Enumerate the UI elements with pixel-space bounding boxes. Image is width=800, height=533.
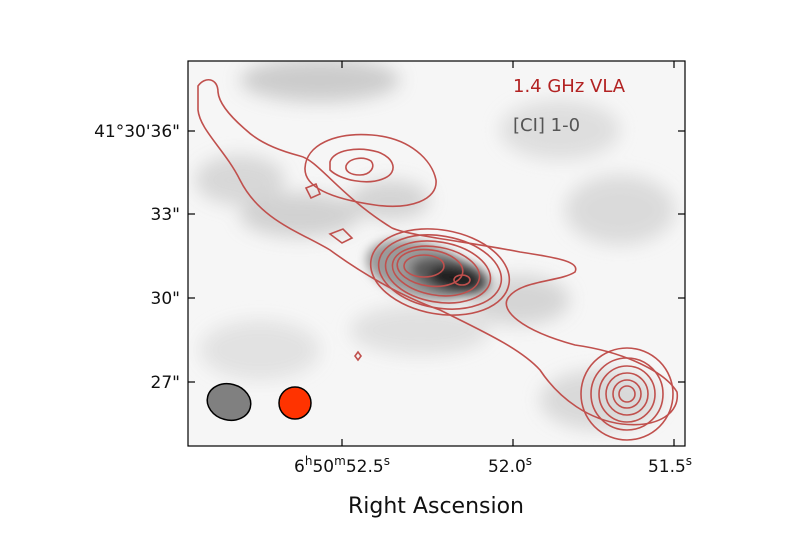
x-axis-label: Right Ascension bbox=[348, 494, 524, 519]
legend-vla: 1.4 GHz VLA bbox=[513, 76, 626, 97]
plot-frame bbox=[187, 60, 686, 447]
contour-south-3 bbox=[598, 365, 656, 423]
contour-north-3 bbox=[345, 157, 374, 176]
contour-core-2 bbox=[377, 234, 503, 310]
contour-island-2 bbox=[328, 228, 354, 244]
contour-core-4 bbox=[391, 245, 481, 297]
beam-ci bbox=[206, 382, 252, 422]
legend-ci: [CI] 1-0 bbox=[513, 115, 580, 136]
x-tick-52-5: 6h50m52.5s bbox=[294, 454, 390, 477]
contour-south-6 bbox=[618, 385, 636, 403]
contour-core-1 bbox=[369, 228, 511, 316]
contour-outer-envelope bbox=[197, 79, 679, 426]
contour-south-4 bbox=[605, 372, 649, 416]
ci-map bbox=[188, 61, 685, 446]
contour-south-5 bbox=[612, 379, 642, 409]
contour-south-1 bbox=[580, 347, 674, 441]
contour-core-7 bbox=[453, 274, 471, 286]
contour-island-3 bbox=[354, 350, 362, 362]
y-tick-30: 30" bbox=[151, 289, 180, 309]
contour-core-5 bbox=[396, 248, 464, 288]
beam-vla bbox=[278, 386, 312, 420]
vla-contours bbox=[197, 79, 679, 441]
contour-island-1 bbox=[304, 182, 322, 200]
contour-north-1 bbox=[304, 133, 437, 208]
contour-core-3 bbox=[384, 240, 492, 304]
y-tick-27: 27" bbox=[151, 373, 180, 393]
x-tick-51-5: 51.5s bbox=[648, 454, 692, 477]
y-tick-33: 33" bbox=[151, 205, 180, 225]
y-tick-36: 41°30'36" bbox=[94, 122, 180, 142]
x-tick-52-0: 52.0s bbox=[488, 454, 532, 477]
contour-core-6 bbox=[403, 254, 445, 278]
tick-marks bbox=[188, 61, 685, 446]
contour-north-2 bbox=[329, 148, 394, 183]
contour-south-2 bbox=[590, 357, 664, 431]
